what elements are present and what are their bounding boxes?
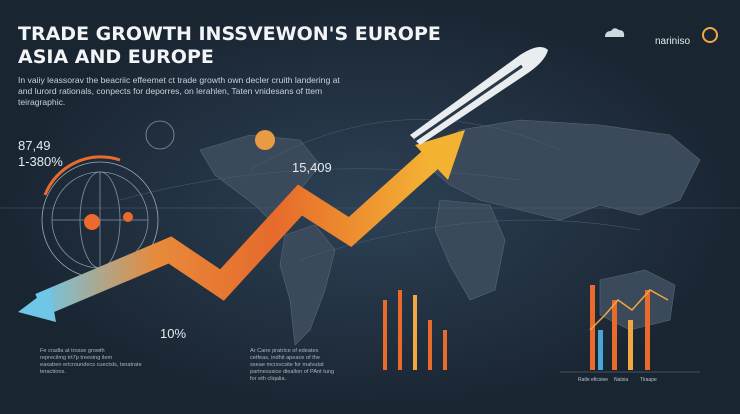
note-line: Ar Cane pratrice of edeates [250, 348, 319, 354]
note-line: teractions. [40, 369, 66, 375]
logo-mark [702, 27, 718, 43]
chart-label: Ratle eficsiee [578, 377, 608, 383]
chart-label: Natsia [614, 377, 628, 383]
note-line: for eth cliqalia. [250, 376, 287, 382]
stat: 87,49 [18, 138, 51, 153]
logo: nariniso [655, 36, 690, 47]
note-left: Fe cradla at trosse growth reprecilmg tr… [40, 348, 142, 375]
note-line: sseae mcrsvcsite for malvutat [250, 362, 324, 368]
stat: 15,409 [292, 160, 332, 175]
chart-label: Tiraape [640, 377, 657, 383]
title: TRADE GROWTH INSSVEWON'S EUROPE [18, 23, 441, 45]
growth-arrow [35, 151, 439, 317]
train [410, 46, 548, 146]
note-line: partnesssice dieallon of PAnt tung [250, 369, 334, 375]
arrow-tail-head [18, 288, 56, 322]
arrow-head [415, 130, 465, 180]
world-map [199, 119, 701, 346]
subtitle: In vaiiy leassorav the beacriic effeemet… [18, 75, 340, 85]
note-middle: Ar Cane pratrice of edeates cetfeas, ind… [250, 348, 334, 382]
note-line: Fe cradla at trosse growth [40, 348, 105, 354]
subtitle: and lurord rationals, conpects for depor… [18, 86, 322, 96]
stat: 1-380% [18, 154, 63, 169]
title: ASIA AND EUROPE [18, 46, 214, 68]
map-pin [255, 130, 275, 150]
note-line: eaxaben ericroundecs cuectsls, tsnatrate [40, 362, 142, 368]
subtitle: teiragraphic. [18, 97, 65, 107]
note-line: reprecilmg trt7p treesing ilem [40, 355, 112, 361]
stat: 10% [160, 326, 186, 341]
globe-dot [84, 214, 100, 230]
note-line: cetfeas, indhit apeace of the [250, 355, 320, 361]
bar-charts [383, 285, 700, 373]
globe-dot [123, 212, 133, 222]
cloud-icon [605, 28, 625, 37]
